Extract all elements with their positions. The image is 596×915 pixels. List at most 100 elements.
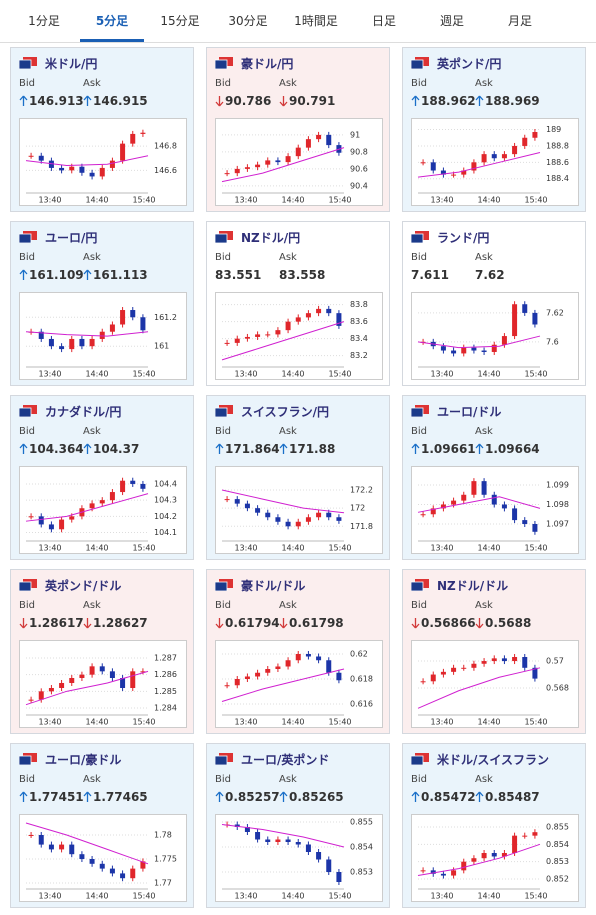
bid-label: Bid [411,426,427,437]
pair-title: 米ドル/円 [45,57,98,71]
rate-card[interactable]: NZドル/円 Bid Ask 83.551 83.558 83.2 83.4 83.6 83.8… [206,221,390,386]
rate-card[interactable]: 英ポンド/ドル Bid Ask 1.28617 1.28627 1.284 1.285 1.2… [10,569,194,734]
candle [79,166,85,173]
ask-box: 0.61798 [279,616,344,630]
bid-box: 0.85472 [411,790,476,804]
change-arrow [215,443,224,454]
candle [471,481,477,495]
y-tick-label: 0.854 [546,840,569,849]
bid-box: 1.09661 [411,442,476,456]
bid-value: 161.109 [29,268,84,282]
moving-average [25,155,149,167]
ask-value: 7.62 [475,268,505,282]
bid-box: 104.364 [19,442,84,456]
ask-box: 1.77465 [83,790,148,804]
rate-card[interactable]: ユーロ/ドル Bid Ask 1.09661 1.09664 1.097 1.098 1.09… [402,395,586,560]
rate-card[interactable]: ユーロ/豪ドル Bid Ask 1.77451 1.77465 1.77 1.775 1.78… [10,743,194,908]
candle [59,683,65,688]
rate-card[interactable]: ランド/円 Bid Ask 7.611 7.62 7.6 7.62 13:40 14:40 15:… [402,221,586,386]
candle [48,688,54,692]
candle [59,519,65,530]
x-tick-label: 14:40 [477,892,500,901]
change-arrow [475,443,484,454]
ask-label: Ask [83,78,101,89]
candle [440,504,446,509]
tab[interactable]: 5分足 [95,14,129,28]
tab[interactable]: 1時間足 [294,14,338,28]
ask-value: 171.88 [289,442,336,456]
change-arrow [19,269,28,280]
y-tick-label: 104.4 [154,479,177,488]
tab[interactable]: 15分足 [160,14,200,28]
x-tick-label: 13:40 [234,196,257,205]
rate-card[interactable]: NZドル/ドル Bid Ask 0.56866 0.5688 0.568 0.57 13:40… [402,569,586,734]
rate-card[interactable]: 豪ドル/円 Bid Ask 90.786 90.791 90.4 90.6 90.8 91 13:… [206,47,390,212]
tab[interactable]: 週足 [439,14,465,28]
y-tick-label: 83.6 [350,317,368,326]
bid-value: 0.85472 [421,790,476,804]
tab[interactable]: 30分足 [228,14,268,28]
rate-card[interactable]: 米ドル/スイスフラン Bid Ask 0.85472 0.85487 0.852 0.853… [402,743,586,908]
rate-card[interactable]: ユーロ/円 Bid Ask 161.109 161.113 161 161.2 13:40 14… [10,221,194,386]
x-tick-label: 14:40 [477,718,500,727]
x-tick-label: 15:40 [328,718,351,727]
rate-card[interactable]: カナダドル/円 Bid Ask 104.364 104.37 104.1 104.2 104.… [10,395,194,560]
bid-label: Bid [215,774,231,785]
arrow-shape [83,618,92,629]
candle [120,480,126,493]
candle [316,852,322,860]
y-tick-label: 0.57 [546,657,564,666]
mini-chart: 0.616 0.618 0.62 13:40 14:40 15:40 [215,640,383,728]
candle [522,304,528,313]
candle [89,503,95,509]
candle [109,492,115,501]
candle [89,859,95,864]
change-arrow [215,791,224,802]
bid-value: 0.61794 [225,616,280,630]
y-tick-label: 90.6 [350,164,368,173]
change-arrow [279,443,288,454]
tab[interactable]: 日足 [371,14,397,28]
flag-icon [411,231,429,243]
x-tick-label: 14:40 [281,718,304,727]
x-tick-label: 13:40 [430,370,453,379]
x-tick-label: 15:40 [524,892,547,901]
candle [109,868,115,874]
rate-card[interactable]: 豪ドル/ドル Bid Ask 0.61794 0.61798 0.616 0.618 0.62… [206,569,390,734]
rate-card[interactable]: 米ドル/円 Bid Ask 146.913 146.915 146.6 146.8 13:40… [10,47,194,212]
candle [316,656,322,661]
pair-title: NZドル/ドル [437,579,509,593]
candle [109,671,115,678]
ask-box: 0.85487 [475,790,540,804]
candle [461,170,467,175]
candle [224,499,230,501]
flag-icon [19,579,37,591]
rate-card[interactable]: スイスフラン/円 Bid Ask 171.864 171.88 171.8 172 172.2… [206,395,390,560]
candle [275,330,281,335]
y-tick-label: 83.2 [350,351,368,360]
y-tick-label: 0.618 [350,675,373,684]
ask-box: 1.28627 [83,616,148,630]
ask-box: 0.85265 [279,790,344,804]
mini-chart: 1.77 1.775 1.78 13:40 14:40 15:40 [19,814,187,902]
x-tick-label: 15:40 [524,196,547,205]
candle [285,321,291,331]
moving-average [25,822,149,865]
tab[interactable]: 1分足 [28,14,60,28]
rate-card[interactable]: 英ポンド/円 Bid Ask 188.962 188.969 188.4 188.6 188.… [402,47,586,212]
tab[interactable]: 月足 [507,14,533,28]
x-tick-label: 14:40 [85,196,108,205]
candle [305,844,311,852]
candle [255,334,261,337]
change-arrow [19,443,28,454]
x-tick-label: 13:40 [38,370,61,379]
candle [430,870,436,874]
x-tick-label: 13:40 [430,544,453,553]
arrow-shape [279,618,288,629]
ask-label: Ask [279,252,297,263]
ask-box: 83.558 [279,268,325,282]
arrow-shape [411,443,420,454]
rate-card[interactable]: ユーロ/英ポンド Bid Ask 0.85257 0.85265 0.853 0.854 0.… [206,743,390,908]
arrow-shape [19,618,28,629]
